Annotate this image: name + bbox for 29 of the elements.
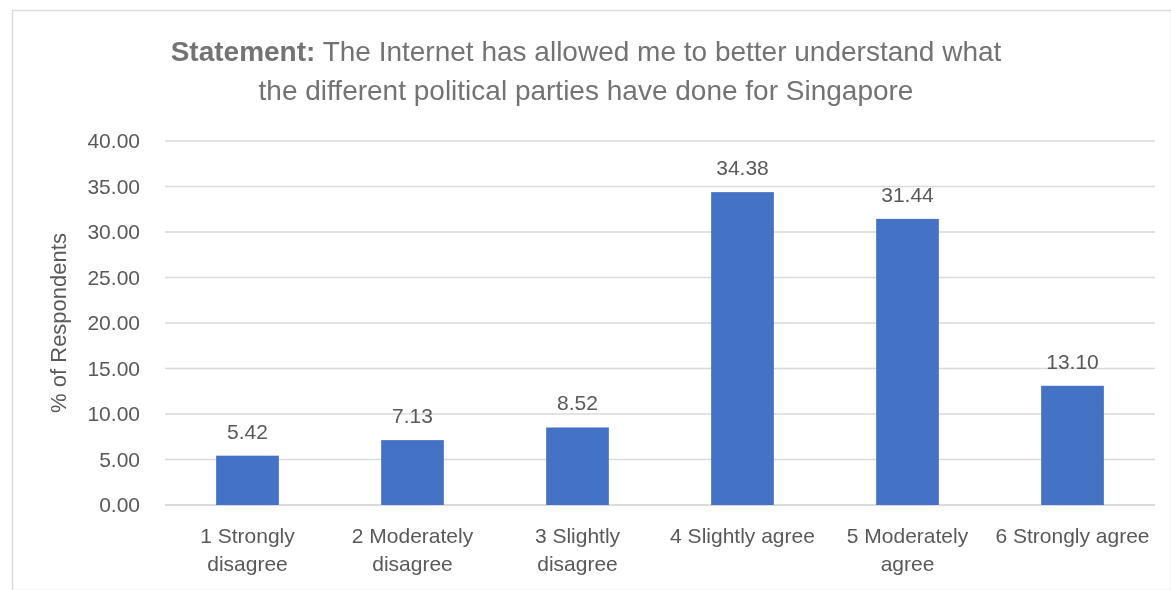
y-tick-label: 30.00 <box>87 220 140 244</box>
y-axis-title: % of Respondents <box>46 233 71 413</box>
bar <box>711 192 774 505</box>
y-tick-label: 25.00 <box>87 265 140 289</box>
x-tick-label: 1 Strongly disagree <box>200 524 296 575</box>
bar <box>1041 385 1104 505</box>
data-label: 7.13 <box>392 404 433 428</box>
bar <box>381 440 444 505</box>
x-tick-label: 4 Slightly agree <box>670 524 815 547</box>
x-tick-label: 2 Moderately disagree <box>351 524 474 575</box>
data-label: 34.38 <box>716 156 769 180</box>
y-tick-label: 40.00 <box>87 129 140 153</box>
data-label: 8.52 <box>557 391 598 415</box>
y-tick-label: 0.00 <box>99 493 140 517</box>
y-tick-label: 10.00 <box>87 402 140 426</box>
data-label: 5.42 <box>227 419 268 443</box>
chart-title: Statement: The Internet has allowed me to better understand what the different political parties have done for Singapore <box>170 36 1002 106</box>
y-tick-label: 35.00 <box>87 174 140 198</box>
y-tick-label: 15.00 <box>87 356 140 380</box>
x-tick-label: 6 Strongly agree <box>995 524 1150 547</box>
x-tick-label: 3 Slightly disagree <box>534 524 621 575</box>
bar <box>876 218 939 505</box>
y-tick-label: 5.00 <box>99 447 140 471</box>
y-tick-label: 20.00 <box>87 311 140 335</box>
data-label: 31.44 <box>881 182 935 206</box>
x-tick-label: 5 Moderately agree <box>846 524 969 575</box>
bar <box>216 455 279 505</box>
bar <box>546 427 609 505</box>
data-label: 13.10 <box>1046 349 1099 373</box>
